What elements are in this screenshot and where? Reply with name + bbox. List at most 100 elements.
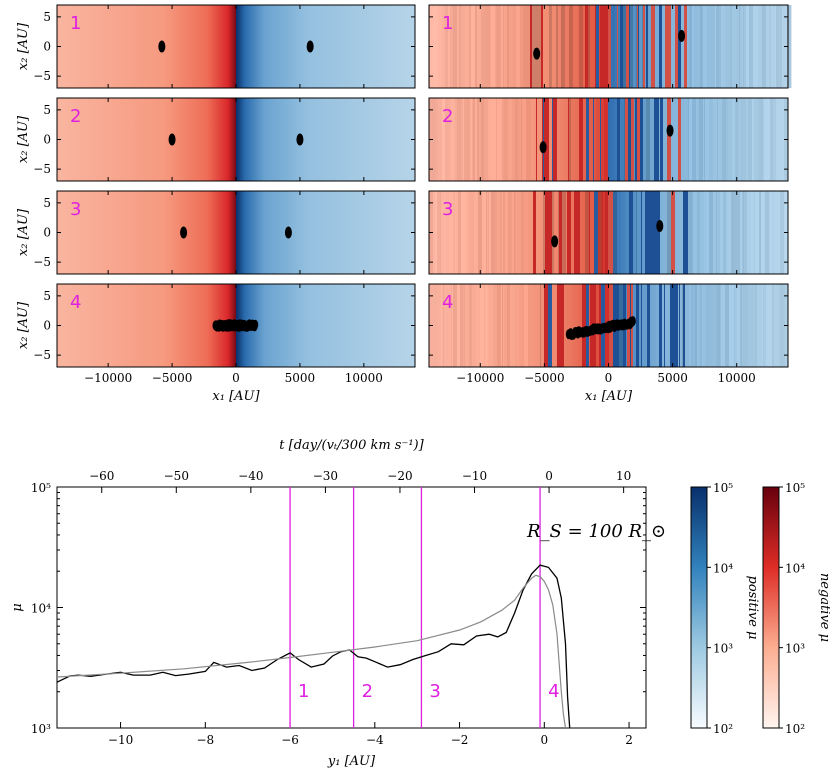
vline-label: 2 (362, 681, 373, 702)
x-axis-label: y₁ [AU] (327, 754, 376, 769)
y-tick-label: 0 (43, 319, 51, 333)
heatmap-panel-right-3: 3 (428, 190, 789, 275)
x-axis-label: x₁ [AU] (585, 389, 633, 404)
y-tick-label: 0 (43, 133, 51, 147)
colorbar-tick-label: 10⁵ (713, 481, 733, 495)
top-x-tick-label: −20 (387, 469, 412, 483)
source-image-dot (284, 226, 292, 239)
vline-label: 1 (298, 681, 309, 702)
heatmap-field (57, 191, 415, 274)
panel-number-label: 1 (442, 13, 453, 34)
panel-number-label: 2 (442, 106, 453, 127)
colorbar-tick-label: 10³ (785, 642, 805, 656)
y-tick-label: 5 (43, 103, 51, 117)
x-tick-label: −5000 (524, 371, 565, 385)
heatmap-field (429, 191, 789, 274)
right-heatmap-grid: 1 2 3 4 −10000 −5000 0 5000 10000 x₁ [AU] (428, 4, 792, 404)
y-tick-label: −5 (33, 255, 51, 269)
source-radius-annotation: R_S = 100 R_⊙ (526, 521, 666, 542)
vline-label: 3 (429, 681, 440, 702)
source-image-band (565, 316, 636, 340)
source-image-band (212, 319, 259, 332)
heatmap-panel-right-4: 4 −10000 −5000 0 5000 10000 x₁ [AU] (428, 283, 789, 404)
y-axis-label: x₂ [AU] (16, 115, 31, 163)
source-image-dot (678, 29, 686, 42)
heatmap-field (57, 98, 415, 181)
top-x-tick-label: 10 (616, 469, 631, 483)
x-tick-label: −8 (196, 733, 214, 747)
colorbar-tick-label: 10² (785, 722, 805, 736)
x-tick-label: −2 (451, 733, 469, 747)
heatmap-panel-left-1: 1 5 0 −5x₂ [AU] (16, 4, 416, 89)
source-image-dot (551, 235, 559, 248)
panel-number-label: 3 (442, 199, 453, 220)
x-axis-label: x₁ [AU] (212, 389, 260, 404)
series-line-point-source (57, 574, 567, 728)
x-tick-label: −10000 (84, 371, 132, 385)
heatmap-panel-left-2: 2 5 0 −5x₂ [AU] (16, 97, 416, 182)
x-tick-label: 5000 (285, 371, 316, 385)
top-x-tick-label: 0 (545, 469, 553, 483)
colorbar-tick-label: 10⁴ (713, 561, 733, 575)
y-axis-label: x₂ [AU] (16, 208, 31, 256)
x-tick-label: −4 (366, 733, 384, 747)
y-axis-label: x₂ [AU] (16, 22, 31, 70)
source-image-dot (666, 124, 674, 137)
source-image-dot (180, 226, 188, 239)
x-tick-label: −6 (281, 733, 299, 747)
y-tick-label: −5 (33, 69, 51, 83)
source-image-dot (539, 141, 547, 154)
colorbar-label: positive μ (745, 576, 760, 640)
y-tick-label: 5 (43, 196, 51, 210)
source-image-dot (158, 40, 166, 53)
colorbar-tick-label: 10² (713, 722, 733, 736)
colorbar-tick-label: 10⁵ (785, 481, 805, 495)
x-tick-label: −10000 (456, 371, 504, 385)
colorbar-tick-label: 10³ (713, 642, 733, 656)
heatmap-field (429, 5, 792, 88)
x-tick-label: 5000 (657, 371, 688, 385)
y-tick-label: 5 (43, 289, 51, 303)
x-tick-label: 10000 (345, 371, 383, 385)
heatmap-panel-left-3: 3 5 0 −5x₂ [AU] (16, 190, 416, 275)
y-tick-label: 10⁵ (31, 481, 51, 495)
y-tick-label: −5 (33, 162, 51, 176)
panel-number-label: 4 (442, 292, 453, 313)
heatmap-field (57, 5, 415, 88)
colorbars: 10² 10³ 10⁴ 10⁵ positive μ 10² 10³ 10⁴ 10⁵ negati… (690, 481, 830, 736)
top-x-tick-label: −60 (89, 469, 114, 483)
x-tick-label: 0 (605, 371, 613, 385)
plot-frame (56, 486, 647, 729)
top-x-tick-label: −40 (238, 469, 263, 483)
x-tick-label: 2 (625, 733, 633, 747)
y-tick-label: −5 (33, 348, 51, 362)
heatmap-field (429, 98, 789, 181)
source-image-dot (533, 47, 541, 60)
x-tick-label: −10 (108, 733, 133, 747)
vline-label: 4 (548, 681, 559, 702)
y-axis-label: μ (10, 603, 25, 611)
y-tick-label: 5 (43, 10, 51, 24)
colorbar-negative: 10² 10³ 10⁴ 10⁵ negative μ (762, 481, 830, 736)
top-x-axis-label: t [day/(vₜ/300 km s⁻¹)] (279, 438, 424, 453)
top-x-tick-label: −30 (313, 469, 338, 483)
y-axis-label: x₂ [AU] (16, 301, 31, 349)
y-tick-label: 0 (43, 226, 51, 240)
x-tick-label: 0 (232, 371, 240, 385)
source-image-dot (306, 40, 314, 53)
panel-number-label: 3 (70, 199, 81, 220)
heatmap-panel-right-2: 2 (428, 97, 789, 182)
panel-number-label: 1 (70, 13, 81, 34)
top-x-tick-label: −10 (462, 469, 487, 483)
source-image-dot (168, 133, 176, 146)
panel-number-label: 4 (70, 292, 81, 313)
top-x-tick-label: −50 (164, 469, 189, 483)
colorbar-positive: 10² 10³ 10⁴ 10⁵ positive μ (690, 481, 760, 736)
source-image-dot (296, 133, 304, 146)
heatmap-panel-left-4: 4 5 0 −5x₂ [AU] −10000 −5000 0 5000 10000 x₁ [AU] (16, 283, 416, 404)
colorbar-label: negative μ (817, 573, 830, 642)
colorbar-tick-label: 10⁴ (785, 561, 805, 575)
y-tick-label: 10⁴ (31, 602, 51, 616)
